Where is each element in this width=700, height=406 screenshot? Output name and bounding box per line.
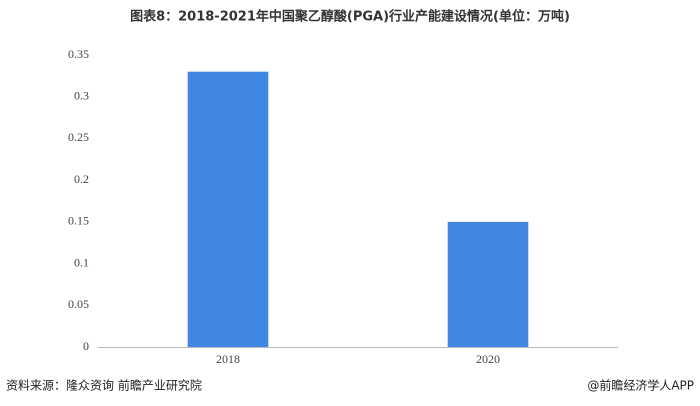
source: 资料来源：隆众资询 前瞻产业研究院 [6, 378, 202, 393]
x-tick-label: 2020 [476, 352, 500, 366]
y-tick-label: 0.05 [68, 297, 89, 311]
y-tick-label: 0.2 [74, 172, 89, 186]
bar [447, 221, 529, 347]
chart-title: 图表8：2018-2021年中国聚乙醇酸(PGA)行业产能建设情况(单位：万吨) [130, 9, 570, 25]
x-tick-label: 2018 [216, 352, 240, 366]
y-tick-label: 0.35 [68, 47, 89, 61]
y-tick-label: 0.1 [74, 255, 89, 269]
y-tick-label: 0.3 [74, 88, 89, 102]
y-tick-label: 0.15 [68, 214, 89, 228]
y-tick-label: 0 [83, 339, 89, 353]
credit: @前瞻经济学人APP [587, 378, 694, 393]
bar [187, 71, 269, 347]
y-tick-label: 0.25 [68, 130, 89, 144]
